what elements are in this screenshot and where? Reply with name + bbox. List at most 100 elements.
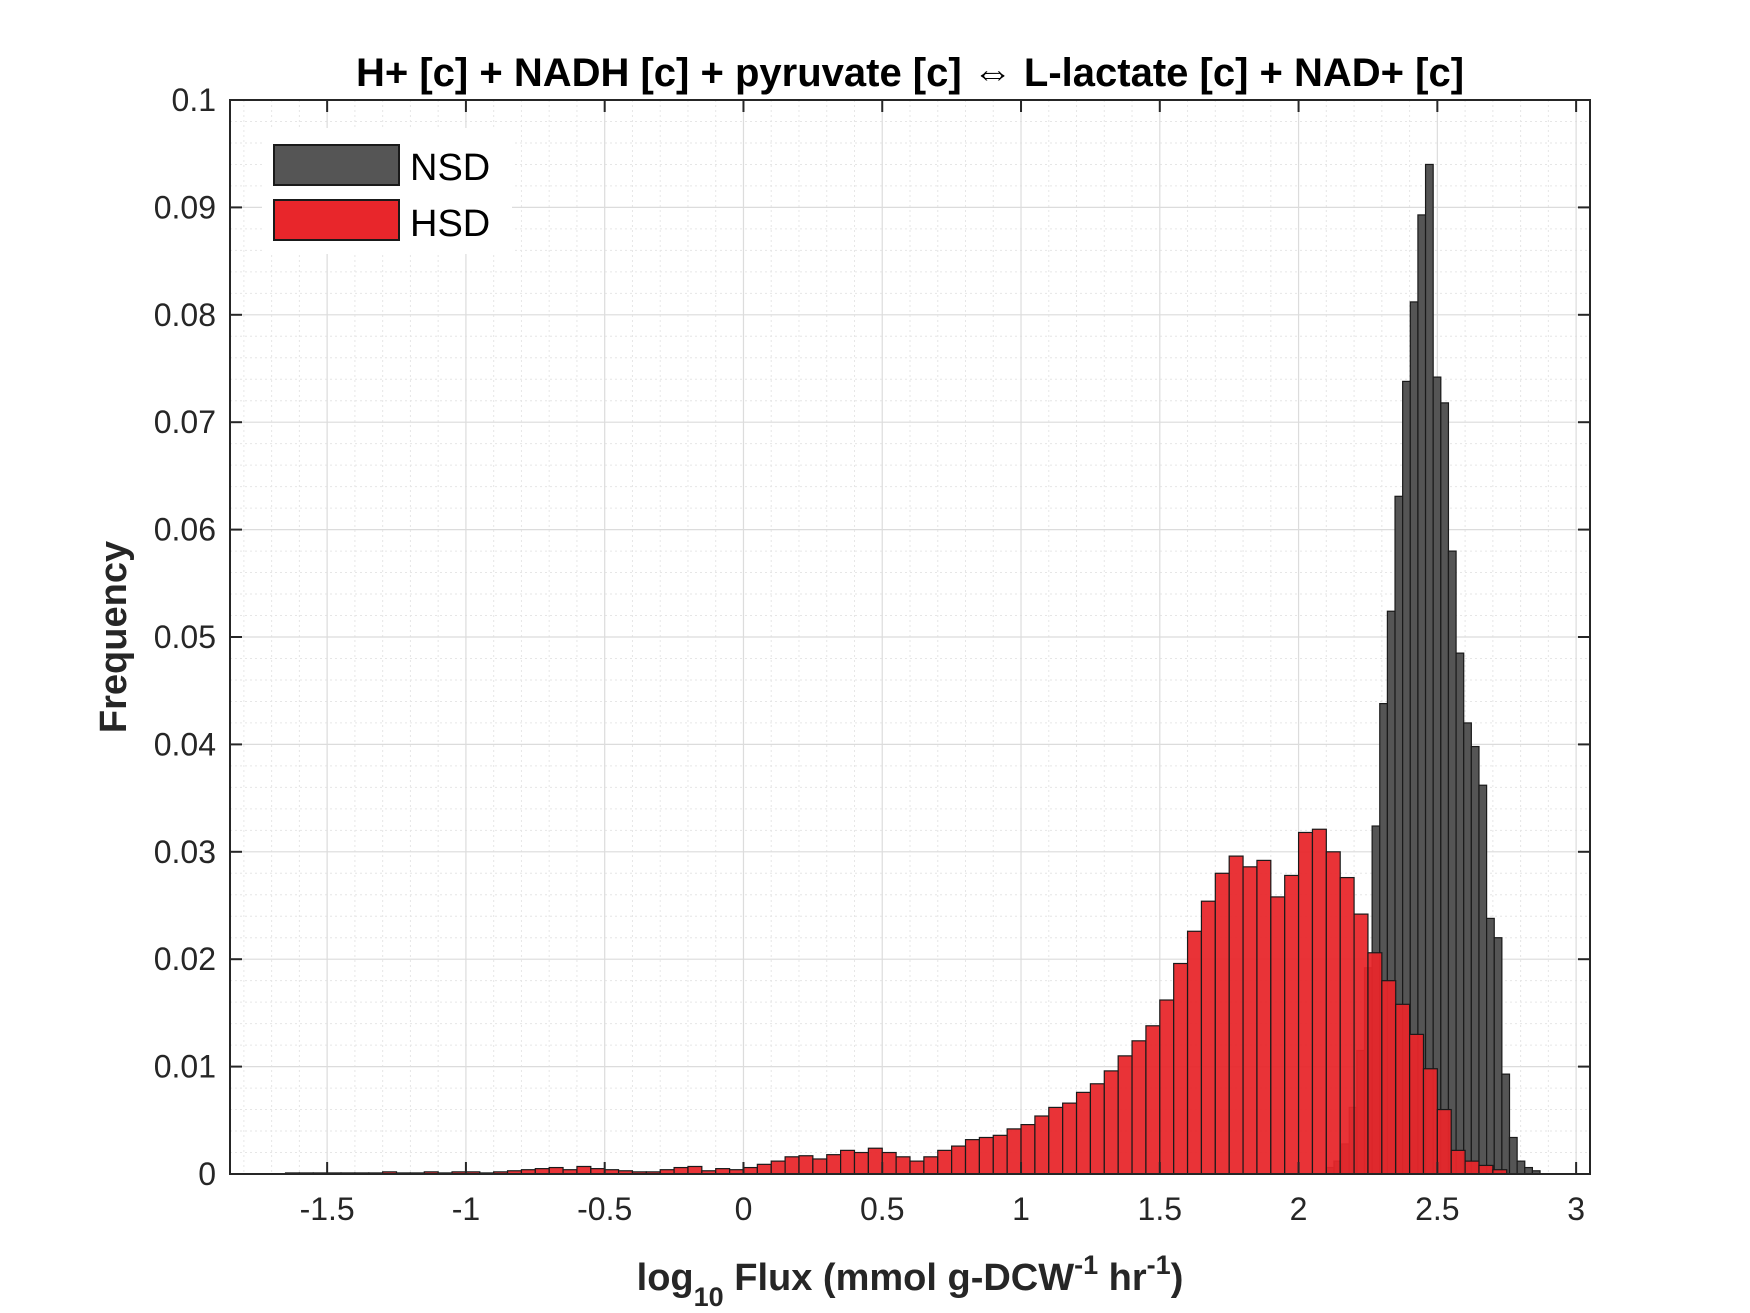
bar-hsd <box>1408 1033 1425 1175</box>
x-axis-label-superscript-2: -1 <box>1147 1250 1171 1280</box>
bar-nsd <box>1486 917 1495 1175</box>
bar-hsd <box>1367 952 1383 1175</box>
bar-hsd <box>1075 1091 1092 1175</box>
bar-hsd <box>1228 855 1244 1175</box>
y-tick-label: 0 <box>198 1156 216 1192</box>
bar-nsd <box>1501 1073 1511 1175</box>
y-tick-label: 0.04 <box>154 726 216 762</box>
bar-hsd <box>840 1149 856 1175</box>
bar-hsd <box>1103 1070 1119 1175</box>
chart-title: H+ [c] + NADH [c] + pyruvate [c] ⇔ L-lac… <box>356 51 1464 95</box>
bar-nsd <box>1447 550 1457 1175</box>
bar-hsd <box>881 1151 897 1175</box>
bar-hsd <box>867 1147 883 1175</box>
bar-hsd <box>1297 831 1314 1175</box>
bar-hsd <box>576 1165 592 1175</box>
bar-hsd <box>964 1139 980 1175</box>
bar-hsd <box>1325 851 1341 1175</box>
bar-nsd <box>1493 937 1503 1175</box>
bar-hsd <box>1270 896 1286 1175</box>
bar-hsd <box>1159 999 1175 1175</box>
legend-label-hsd: HSD <box>410 203 490 245</box>
bar-nsd <box>1455 652 1465 1175</box>
x-tick-label: 3 <box>1567 1191 1585 1227</box>
y-tick-label: 0.02 <box>154 941 216 977</box>
bar-hsd <box>992 1134 1008 1175</box>
bar-hsd <box>923 1156 939 1175</box>
bar-nsd <box>1424 163 1434 1175</box>
bar-hsd <box>798 1155 814 1175</box>
bar-hsd <box>1186 930 1203 1175</box>
bar-hsd <box>826 1154 842 1175</box>
x-tick-label: 1.5 <box>1138 1191 1182 1227</box>
bar-hsd <box>895 1156 911 1175</box>
bar-nsd <box>1432 376 1442 1175</box>
x-tick-labels: -1.5 -1 -0.5 0 0.5 1 1.5 2 2.5 3 <box>300 1191 1585 1227</box>
x-axis-label-hr: hr <box>1098 1257 1147 1299</box>
bar-hsd <box>1062 1102 1078 1175</box>
bar-hsd <box>978 1136 994 1175</box>
bar-hsd <box>756 1163 772 1175</box>
bar-hsd <box>1242 866 1258 1175</box>
bar-hsd <box>937 1149 953 1175</box>
bar-hsd <box>1131 1040 1147 1175</box>
bar-hsd <box>1353 913 1369 1175</box>
x-axis-label-main: Flux (mmol g-DCW <box>724 1257 1075 1299</box>
bar-hsd <box>1381 980 1397 1175</box>
bar-hsd <box>853 1151 869 1175</box>
bar-hsd <box>1200 900 1216 1175</box>
x-tick-label: -1 <box>452 1191 480 1227</box>
bar-hsd <box>1436 1108 1452 1175</box>
y-tick-label: 0.08 <box>154 297 216 333</box>
x-tick-label: 0.5 <box>860 1191 904 1227</box>
legend-label-nsd: NSD <box>410 147 490 189</box>
bar-hsd <box>1284 874 1300 1175</box>
x-tick-label: 1 <box>1012 1191 1030 1227</box>
legend-swatch-nsd <box>273 144 400 186</box>
bar-hsd <box>1089 1083 1105 1175</box>
y-axis-label: Frequency <box>93 541 135 733</box>
x-tick-label: 0 <box>735 1191 753 1227</box>
bar-hsd <box>951 1145 967 1175</box>
bar-hsd <box>1048 1106 1064 1175</box>
bar-hsd <box>1173 962 1189 1175</box>
bar-nsd <box>1478 784 1488 1175</box>
y-tick-label: 0.09 <box>154 189 216 225</box>
y-tick-labels: 0 0.01 0.02 0.03 0.04 0.05 0.06 0.07 0.08 0.09 0.1 <box>154 82 216 1192</box>
y-tick-label: 0.1 <box>172 82 216 118</box>
x-axis-label: log10 Flux (mmol g-DCW-1 hr-1) <box>637 1250 1184 1312</box>
bar-hsd <box>1145 1025 1161 1175</box>
bar-hsd <box>1422 1068 1438 1175</box>
x-axis-label-subscript: 10 <box>694 1282 724 1312</box>
x-tick-label: 2.5 <box>1415 1191 1459 1227</box>
bar-hsd <box>784 1156 800 1175</box>
x-tick-label: -1.5 <box>300 1191 355 1227</box>
axis-tick-marks <box>230 99 1590 1175</box>
bar-hsd <box>1117 1055 1133 1175</box>
bar-nsd <box>1417 214 1427 1175</box>
bar-hsd <box>1311 828 1327 1175</box>
bar-nsd <box>1440 402 1450 1175</box>
bar-nsd <box>1508 1136 1518 1175</box>
bar-hsd <box>687 1165 703 1175</box>
bar-hsd <box>1339 876 1355 1175</box>
x-axis-label-prefix: log <box>637 1257 694 1299</box>
bar-hsd <box>1034 1115 1050 1175</box>
x-axis-label-superscript-1: -1 <box>1074 1250 1098 1280</box>
y-tick-label: 0.03 <box>154 834 216 870</box>
bar-nsd <box>1516 1160 1526 1175</box>
legend-swatch-hsd <box>273 199 400 241</box>
legend: NSD HSD <box>262 128 512 254</box>
y-tick-label: 0.06 <box>154 512 216 548</box>
bar-nsd <box>1470 745 1480 1175</box>
bar-hsd <box>1478 1164 1494 1175</box>
bar-hsd <box>1450 1149 1466 1175</box>
y-tick-label: 0.05 <box>154 619 216 655</box>
series-hsd-bars <box>284 828 1508 1175</box>
y-tick-label: 0.01 <box>154 1049 216 1085</box>
bar-hsd <box>1395 1003 1411 1175</box>
bar-hsd <box>909 1160 925 1175</box>
bar-hsd <box>1006 1128 1022 1175</box>
bar-hsd <box>1214 872 1230 1175</box>
